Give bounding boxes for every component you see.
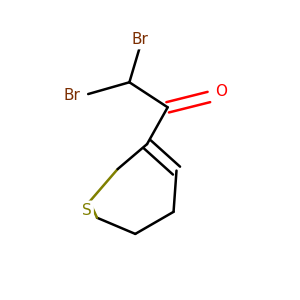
Text: Br: Br <box>64 88 80 103</box>
Text: Br: Br <box>131 32 148 47</box>
Text: Br: Br <box>64 88 80 103</box>
Text: O: O <box>215 84 227 99</box>
Text: O: O <box>215 84 227 99</box>
Text: S: S <box>82 203 92 218</box>
Text: Br: Br <box>131 32 148 47</box>
Text: S: S <box>82 203 92 218</box>
